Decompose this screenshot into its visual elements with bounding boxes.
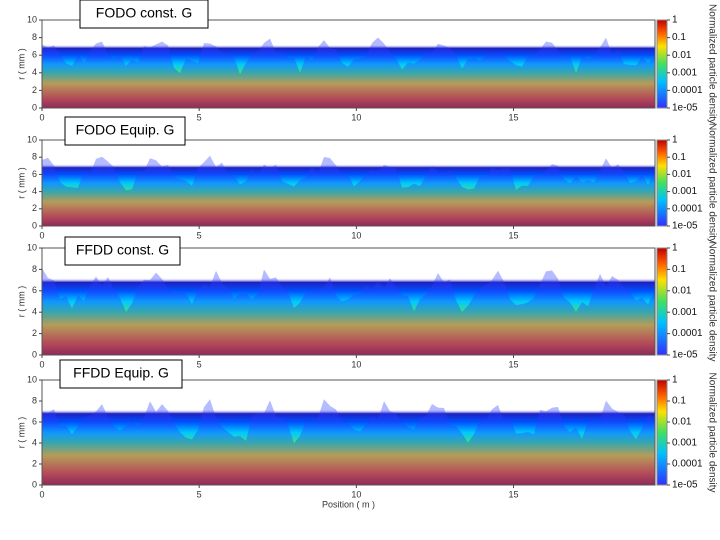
y-tick-label: 6 (32, 169, 37, 179)
x-tick-label: 0 (39, 359, 44, 369)
colorbar-label: Normalized particle density (706, 4, 717, 124)
y-tick-label: 4 (32, 307, 37, 317)
plot-frame (41, 379, 656, 486)
colorbar-tick-label: 0.1 (672, 264, 686, 275)
plot-frame (41, 19, 656, 109)
y-tick-label: 2 (32, 85, 37, 95)
colorbar-tick-label: 0.001 (672, 307, 697, 318)
colorbar-tick-label: 1 (672, 243, 678, 254)
x-tick-label: 15 (509, 489, 519, 499)
colorbar-tick-label: 0.0001 (672, 85, 703, 96)
x-tick-label: 15 (509, 359, 519, 369)
colorbar-tick-label: 0.001 (672, 186, 697, 197)
colorbar-tick-label: 1e-05 (672, 480, 698, 491)
panel-label-box (59, 359, 183, 389)
y-tick-label: 6 (32, 50, 37, 60)
x-tick-label: 5 (197, 489, 202, 499)
x-tick-label: 10 (351, 359, 361, 369)
density-halo (42, 268, 655, 355)
colorbar-tick-label: 1 (672, 375, 678, 386)
colorbar-tick-label: 0.001 (672, 67, 697, 78)
x-tick-label: 5 (197, 359, 202, 369)
colorbar-tick-label: 0.01 (672, 50, 692, 61)
x-tick-label: 15 (509, 230, 519, 240)
x-tick-label: 0 (39, 489, 44, 499)
colorbar-tick-label: 0.01 (672, 169, 692, 180)
y-tick-label: 0 (32, 220, 37, 230)
y-tick-label: 0 (32, 479, 37, 489)
y-tick-label: 8 (32, 152, 37, 162)
colorbar-tick-label: 0.0001 (672, 328, 703, 339)
density-map (42, 248, 655, 355)
x-tick-label: 5 (197, 230, 202, 240)
y-axis-label: r ( mm ) (16, 417, 26, 449)
colorbar-tick-label: 1 (672, 15, 678, 26)
density-halo (42, 399, 655, 485)
colorbar-tick-label: 0.1 (672, 152, 686, 163)
x-tick-label: 0 (39, 112, 44, 122)
density-halo (42, 155, 655, 226)
y-tick-label: 4 (32, 186, 37, 196)
y-tick-label: 0 (32, 349, 37, 359)
density-halo (42, 37, 655, 108)
y-tick-label: 8 (32, 395, 37, 405)
density-map (42, 140, 655, 226)
colorbar-label: Normalized particle density (706, 372, 717, 492)
y-axis-label: r ( mm ) (16, 286, 26, 318)
panel-label-box (79, 0, 209, 29)
x-axis-label: Position ( m ) (322, 499, 375, 509)
colorbar (656, 139, 668, 227)
y-tick-label: 2 (32, 458, 37, 468)
colorbar-label: Normalized particle density (706, 123, 717, 243)
y-axis-label: r ( mm ) (16, 167, 26, 199)
panel-label: FFDD const. G (76, 242, 169, 258)
x-tick-label: 10 (351, 230, 361, 240)
x-tick-label: 15 (509, 112, 519, 122)
colorbar-tick-label: 0.0001 (672, 459, 703, 470)
y-tick-label: 4 (32, 437, 37, 447)
colorbar-label: Normalized particle density (706, 241, 717, 361)
panel-label: FODO const. G (96, 5, 192, 21)
plot-frame (41, 139, 656, 227)
panel-label-box (64, 116, 186, 146)
colorbar-tick-label: 0.001 (672, 438, 697, 449)
colorbar-tick-label: 0.0001 (672, 203, 703, 214)
x-tick-label: 5 (197, 112, 202, 122)
y-tick-label: 0 (32, 102, 37, 112)
y-tick-label: 2 (32, 328, 37, 338)
y-tick-label: 6 (32, 285, 37, 295)
colorbar (656, 19, 668, 109)
colorbar-tick-label: 0.1 (672, 396, 686, 407)
x-tick-label: 10 (351, 112, 361, 122)
density-map (42, 380, 655, 485)
y-tick-label: 10 (27, 374, 37, 384)
y-tick-label: 8 (32, 264, 37, 274)
colorbar (656, 379, 668, 486)
y-tick-label: 10 (27, 242, 37, 252)
colorbar-tick-label: 0.01 (672, 417, 692, 428)
panel-label-box (64, 236, 181, 266)
colorbar-tick-label: 1 (672, 135, 678, 146)
y-tick-label: 2 (32, 203, 37, 213)
colorbar (656, 247, 668, 356)
colorbar-tick-label: 1e-05 (672, 221, 698, 232)
panel-label: FODO Equip. G (76, 122, 175, 138)
colorbar-tick-label: 1e-05 (672, 103, 698, 114)
panel-label: FFDD Equip. G (73, 365, 169, 381)
colorbar-tick-label: 0.1 (672, 32, 686, 43)
y-tick-label: 10 (27, 14, 37, 24)
x-tick-label: 0 (39, 230, 44, 240)
y-tick-label: 4 (32, 67, 37, 77)
plot-frame (41, 247, 656, 356)
colorbar-tick-label: 1e-05 (672, 350, 698, 361)
y-tick-label: 10 (27, 134, 37, 144)
y-axis-label: r ( mm ) (16, 48, 26, 80)
x-tick-label: 10 (351, 489, 361, 499)
y-tick-label: 6 (32, 416, 37, 426)
colorbar-tick-label: 0.01 (672, 285, 692, 296)
y-tick-label: 8 (32, 32, 37, 42)
density-map (42, 20, 655, 108)
